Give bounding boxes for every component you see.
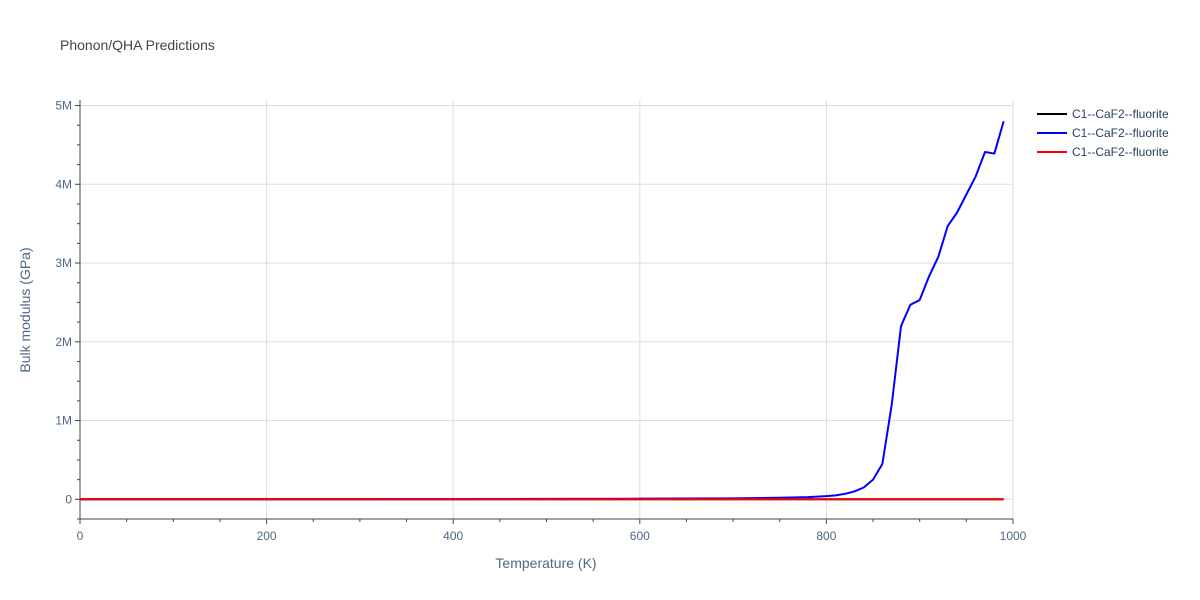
x-tick-label: 0 — [77, 529, 84, 543]
series-line-2 — [80, 120, 1005, 501]
plot-area — [80, 120, 1005, 501]
x-tick-label: 600 — [630, 529, 650, 543]
chart-title: Phonon/QHA Predictions — [60, 37, 215, 53]
legend-label: C1--CaF2--fluorite — [1072, 145, 1169, 159]
x-axis-title: Temperature (K) — [495, 555, 596, 571]
x-tick-label: 200 — [257, 529, 277, 543]
x-tick-label: 1000 — [1000, 529, 1027, 543]
legend-item-1[interactable]: C1--CaF2--fluorite — [1037, 107, 1169, 121]
legend-label: C1--CaF2--fluorite — [1072, 107, 1169, 121]
legend-label: C1--CaF2--fluorite — [1072, 126, 1169, 140]
legend[interactable]: C1--CaF2--fluorite C1--CaF2--fluorite C1--… — [1037, 107, 1169, 159]
axes: 0 200 400 600 800 1000 0 1M 2M 3M 4M 5M — [55, 99, 1026, 543]
legend-item-2[interactable]: C1--CaF2--fluorite — [1037, 126, 1169, 140]
y-tick-label: 4M — [55, 177, 72, 191]
y-tick-label: 2M — [55, 335, 72, 349]
y-tick-label: 0 — [65, 492, 72, 506]
y-tick-label: 1M — [55, 414, 72, 428]
y-axis-title: Bulk modulus (GPa) — [17, 247, 33, 372]
x-tick-label: 800 — [816, 529, 836, 543]
gridlines — [80, 100, 1014, 519]
x-tick-label: 400 — [443, 529, 463, 543]
legend-item-3[interactable]: C1--CaF2--fluorite — [1037, 145, 1169, 159]
y-tick-label: 5M — [55, 99, 72, 113]
y-tick-label: 3M — [55, 256, 72, 270]
